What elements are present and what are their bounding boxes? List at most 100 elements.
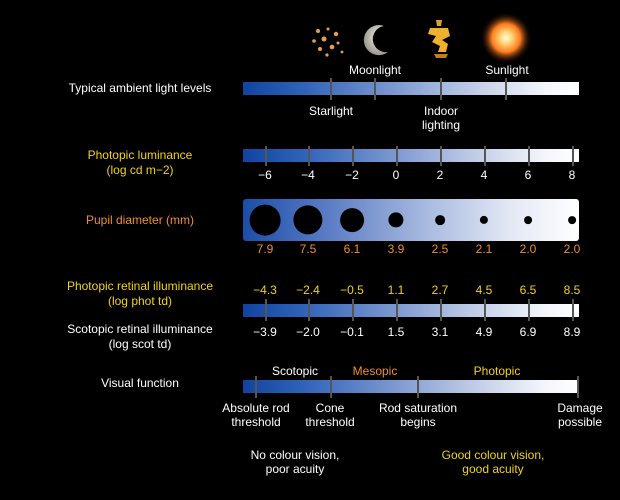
visual-function-bar [243, 380, 579, 393]
ambient-light-label: Typical ambient light levels [68, 81, 212, 95]
scotopic-retinal-title: Scotopic retinal illuminance [67, 322, 213, 336]
pupil-value: 3.9 [387, 242, 405, 256]
retinal-tick [396, 299, 398, 321]
retinal-illuminance-bar [243, 304, 579, 317]
photopic-retinal-value: 1.1 [387, 283, 405, 297]
luminance-tick [308, 146, 310, 166]
indoor-lighting-label: Indoor lighting [421, 104, 461, 132]
damage-possible-label: Damage possible [545, 401, 615, 429]
sun-icon [480, 12, 532, 64]
scotopic-retinal-value: 6.9 [519, 325, 537, 339]
cone-threshold-line1: Cone [315, 401, 345, 415]
cone-threshold-label: Cone threshold [295, 401, 365, 429]
scotopic-retinal-label: Scotopic retinal illuminance (log scot t… [40, 322, 240, 352]
luminance-tick [572, 146, 574, 166]
pupil-value: 2.0 [519, 242, 537, 256]
starlight-label: Starlight [308, 104, 354, 118]
pupil-value: 2.5 [431, 242, 449, 256]
luminance-tick-label: 0 [392, 168, 400, 182]
photopic-retinal-value: −2.4 [296, 283, 320, 297]
photopic-luminance-unit: (log cd m−2) [106, 163, 174, 177]
photopic-retinal-value: 4.5 [475, 283, 493, 297]
scotopic-regime-label: Scotopic [271, 364, 319, 378]
retinal-tick [572, 299, 574, 321]
scotopic-retinal-unit: (log scot td) [108, 337, 172, 351]
scotopic-retinal-value: −0.1 [340, 325, 364, 339]
luminance-tick-label: 4 [480, 168, 488, 182]
scotopic-retinal-value: 3.1 [431, 325, 449, 339]
photopic-retinal-value: 8.5 [563, 283, 581, 297]
photopic-retinal-value: −4.3 [253, 283, 277, 297]
photopic-note-line1: Good colour vision, [441, 448, 545, 462]
rod-saturation-line1: Rod saturation [378, 401, 458, 415]
pupil-value: 2.1 [475, 242, 493, 256]
luminance-tick [440, 146, 442, 166]
tick-rod-saturation [417, 376, 419, 398]
tick-indoor [440, 78, 442, 100]
photopic-retinal-label: Photopic retinal illuminance (log phot t… [40, 279, 240, 309]
photopic-retinal-value: 6.5 [519, 283, 537, 297]
scotopic-note-line1: No colour vision, [250, 448, 340, 462]
luminance-tick [528, 146, 530, 166]
pupil-disc [568, 216, 576, 224]
pupil-disc [524, 216, 532, 224]
scotopic-note: No colour vision, poor acuity [230, 448, 360, 476]
luminance-tick-label: −6 [258, 168, 272, 182]
luminance-tick [265, 146, 267, 166]
luminance-tick-label: 2 [436, 168, 444, 182]
pupil-disc [388, 212, 404, 228]
pupil-diameter-label: Pupil diameter (mm) [85, 213, 195, 227]
photopic-retinal-unit: (log phot td) [107, 294, 173, 308]
luminance-tick [352, 146, 354, 166]
tick-rod-threshold [255, 376, 257, 398]
mesopic-regime-label: Mesopic [352, 364, 398, 378]
retinal-tick [528, 299, 530, 321]
photopic-luminance-bar [243, 149, 579, 162]
luminance-tick-label: −4 [301, 168, 315, 182]
scotopic-note-line2: poor acuity [265, 462, 325, 476]
pupil-disc [479, 215, 489, 225]
photopic-note: Good colour vision, good acuity [423, 448, 563, 476]
pupil-disc [435, 215, 445, 225]
absolute-rod-threshold-line1: Absolute rod [222, 401, 290, 415]
cone-threshold-line2: threshold [305, 415, 355, 429]
luminance-tick-label: −2 [345, 168, 359, 182]
photopic-regime-label: Photopic [473, 364, 521, 378]
luminance-tick [396, 146, 398, 166]
pupil-disc [293, 205, 323, 235]
retinal-tick [265, 299, 267, 321]
photopic-retinal-value: −0.5 [340, 283, 364, 297]
tick-sunlight [505, 78, 507, 100]
absolute-rod-threshold-line2: threshold [231, 415, 281, 429]
rod-saturation-line2: begins [400, 415, 436, 429]
pupil-value: 2.0 [563, 242, 581, 256]
scotopic-retinal-value: 8.9 [563, 325, 581, 339]
sunlight-label: Sunlight [485, 63, 529, 77]
retinal-tick [308, 299, 310, 321]
photopic-luminance-title: Photopic luminance [87, 148, 193, 162]
stars-icon [312, 27, 344, 57]
scotopic-retinal-value: −2.0 [296, 325, 320, 339]
visual-function-label: Visual function [101, 376, 179, 390]
lamp-icon [428, 20, 450, 58]
absolute-rod-threshold-label: Absolute rod threshold [206, 401, 306, 429]
retinal-tick [484, 299, 486, 321]
photopic-note-line2: good acuity [462, 462, 524, 476]
luminance-tick-label: 6 [524, 168, 532, 182]
tick-starlight [330, 78, 332, 100]
pupil-disc [340, 208, 364, 232]
photopic-retinal-value: 2.7 [431, 283, 449, 297]
moonlight-label: Moonlight [348, 63, 402, 77]
luminance-tick-label: 8 [568, 168, 576, 182]
pupil-value: 6.1 [343, 242, 361, 256]
retinal-tick [440, 299, 442, 321]
scotopic-retinal-value: 4.9 [475, 325, 493, 339]
scotopic-retinal-value: −3.9 [253, 325, 277, 339]
pupil-value: 7.5 [299, 242, 317, 256]
luminance-tick [484, 146, 486, 166]
rod-saturation-label: Rod saturation begins [368, 401, 468, 429]
tick-cone-threshold [330, 376, 332, 398]
damage-possible-line1: Damage [557, 401, 603, 415]
pupil-disc [249, 204, 281, 236]
damage-possible-line2: possible [557, 415, 603, 429]
